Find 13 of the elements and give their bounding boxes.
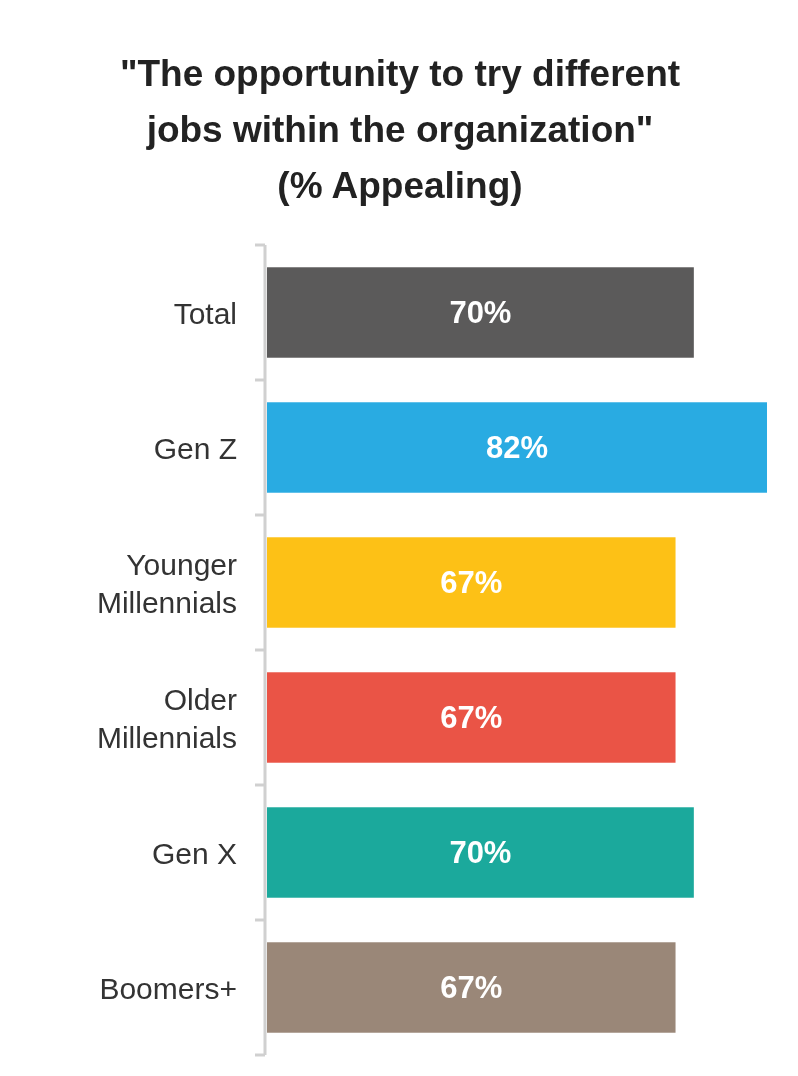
data-label: 82% — [485, 430, 549, 465]
y-tick-label: Total — [173, 296, 237, 329]
y-tick-label: Gen X — [151, 836, 237, 869]
y-tick-label: Younger Millennials — [96, 547, 238, 618]
data-label: 67% — [440, 700, 503, 735]
y-tick-label: Gen Z — [153, 431, 237, 464]
y-tick-label: Boomers+ — [99, 971, 237, 1004]
data-label: 70% — [449, 295, 512, 330]
chart-title: "The opportunity to try different jobs within the organization" (% Appealing) — [119, 53, 681, 206]
data-label: 70% — [449, 835, 512, 870]
y-tick-label: Older Millennials — [96, 682, 238, 753]
data-label: 67% — [440, 970, 503, 1005]
data-label: 67% — [440, 565, 503, 600]
